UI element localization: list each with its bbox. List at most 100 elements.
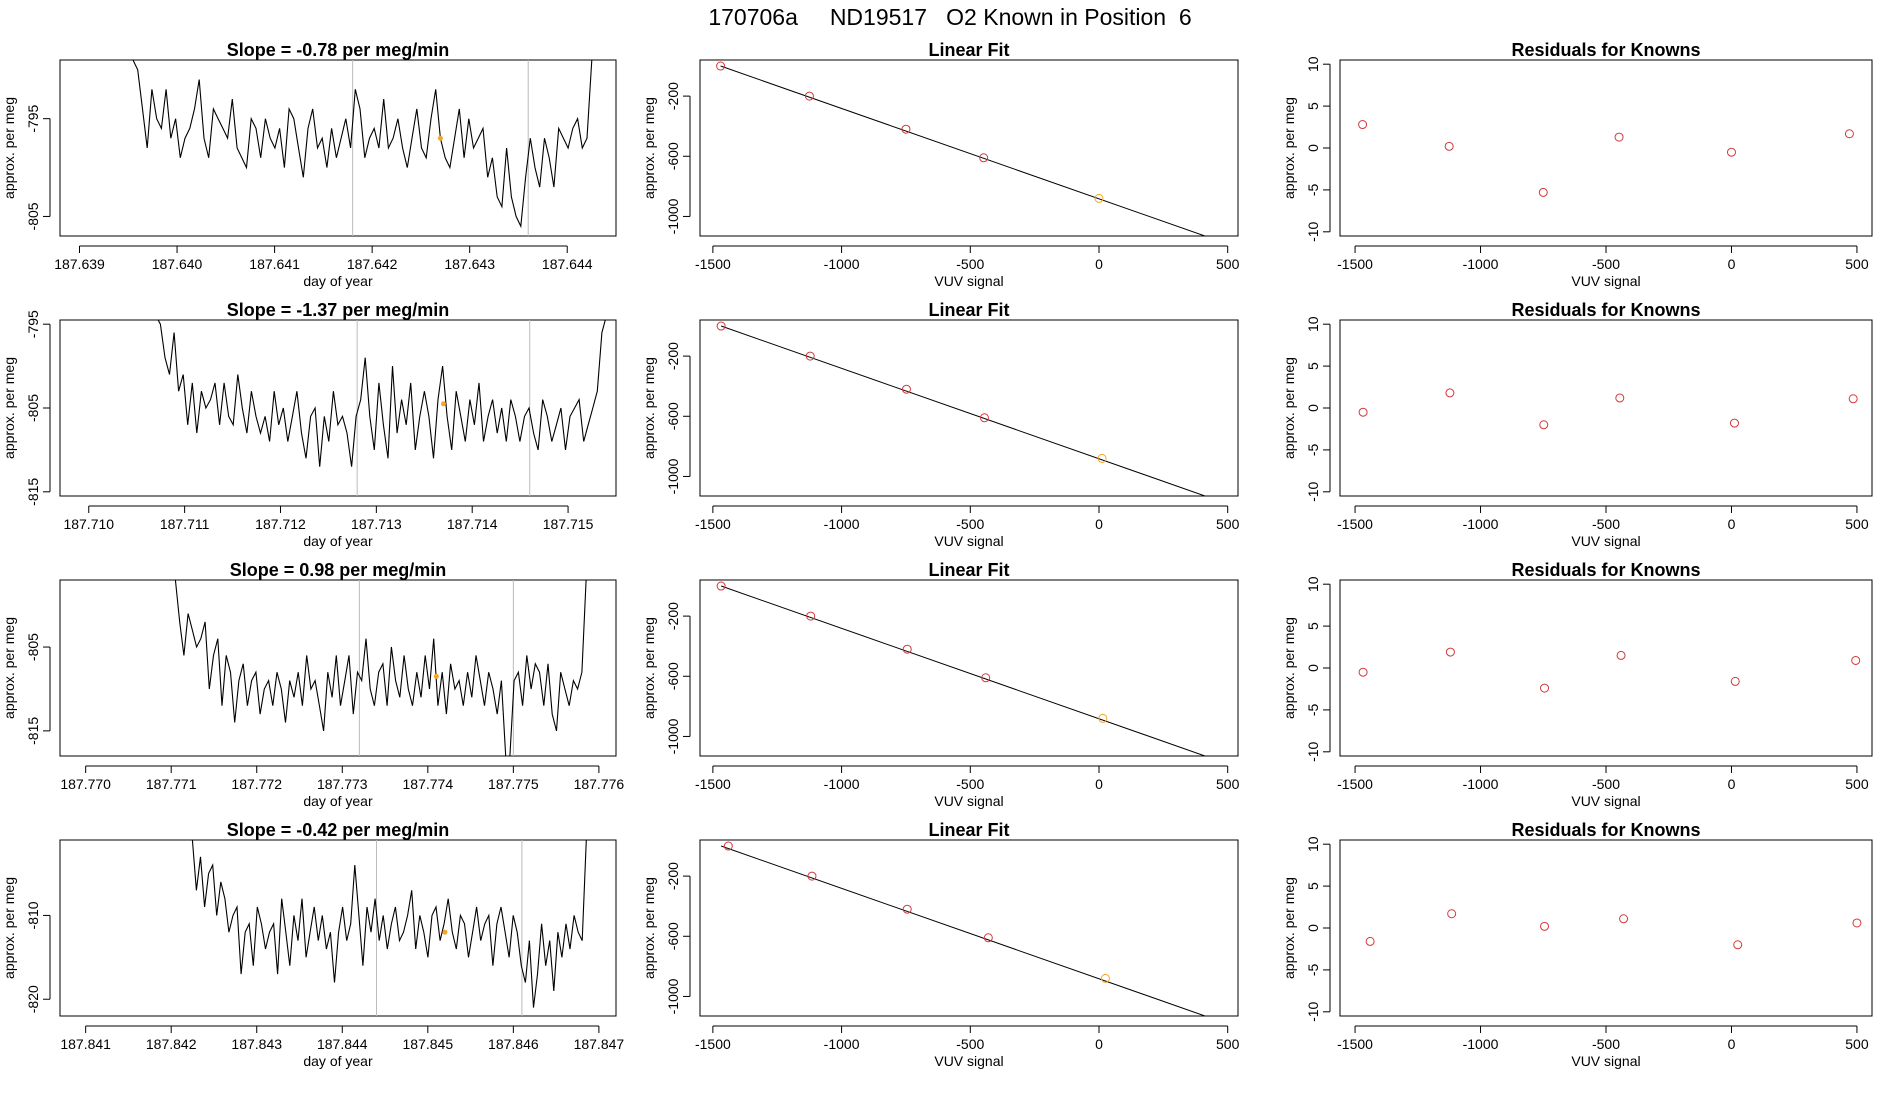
y-tick-label: -820 [25, 985, 41, 1013]
chart-panel-3: Slope = -1.37 per meg/min 187.710 187.711 1… [1, 300, 617, 549]
y-tick-label: -5 [1305, 703, 1321, 716]
y-tick-label: -10 [1305, 741, 1321, 761]
data-point [1444, 141, 1454, 151]
data-point [716, 321, 726, 331]
chart-title: Slope = -0.78 per meg/min [227, 40, 450, 60]
plot-frame [1339, 839, 1873, 1017]
data-point [1358, 407, 1368, 417]
plot-data [720, 841, 1207, 1016]
x-tick-label: 187.773 [317, 776, 368, 792]
plot-frame [59, 59, 617, 237]
x-tick-label: 187.640 [152, 256, 203, 272]
y-tick-label: -5 [1305, 963, 1321, 976]
data-point [983, 933, 993, 943]
chart-panel-7: Linear Fit -1500 -1000 -500 0 500 VUV signal -2… [641, 560, 1240, 809]
x-tick-label: 500 [1845, 516, 1869, 532]
x-axis-label: VUV signal [934, 1053, 1003, 1069]
x-tick-label: 187.774 [403, 776, 454, 792]
x-tick-label: -1000 [824, 256, 860, 272]
x-tick-label: 0 [1095, 256, 1103, 272]
x-tick-label: 0 [1095, 1036, 1103, 1052]
y-axis-label: approx. per meg [1281, 97, 1297, 199]
x-axis-label: VUV signal [1571, 1053, 1640, 1069]
y-tick-label: -1000 [665, 978, 681, 1014]
x-tick-label: 187.711 [160, 516, 210, 532]
x-tick-label: -1500 [1337, 776, 1373, 792]
highlight-marker [442, 929, 448, 935]
data-point [1726, 147, 1736, 157]
data-point [1539, 420, 1549, 430]
y-tick-label: -600 [665, 662, 681, 690]
y-tick-label: -1000 [665, 718, 681, 754]
y-tick-label: -815 [25, 478, 41, 506]
x-axis-label: VUV signal [934, 273, 1003, 289]
data-point [1616, 650, 1626, 660]
y-axis-label: approx. per meg [1, 97, 17, 199]
plot-data [128, 60, 597, 236]
chart-panel-2: Residuals for Knowns -1500 -1000 -500 0 500 VU… [1281, 40, 1873, 289]
series-line [157, 320, 606, 467]
x-tick-label: 187.847 [574, 1036, 625, 1052]
x-tick-label: -500 [1592, 516, 1620, 532]
x-tick-label: -1000 [824, 516, 860, 532]
y-tick-label: -600 [665, 142, 681, 170]
y-tick-label: 5 [1305, 362, 1321, 370]
highlight-point [1094, 193, 1104, 203]
y-tick-label: 0 [1305, 664, 1321, 672]
y-tick-label: -200 [665, 602, 681, 630]
data-point [1852, 918, 1862, 928]
highlight-marker [437, 135, 443, 141]
x-tick-label: -1500 [695, 516, 731, 532]
y-tick-label: -5 [1305, 183, 1321, 196]
data-point [723, 841, 733, 851]
data-point [1619, 914, 1629, 924]
chart-panel-5: Residuals for Knowns -1500 -1000 -500 0 500 VU… [1281, 300, 1873, 549]
plot-data [157, 320, 606, 496]
data-point [1614, 132, 1624, 142]
x-tick-label: -1500 [695, 776, 731, 792]
data-point [1851, 655, 1861, 665]
series-line [171, 580, 591, 756]
chart-panel-10: Linear Fit -1500 -1000 -500 0 500 VUV signal -2… [641, 820, 1240, 1069]
y-axis-label: approx. per meg [1281, 877, 1297, 979]
data-point [1540, 683, 1550, 693]
plot-data [716, 61, 1207, 236]
x-tick-label: -500 [1592, 1036, 1620, 1052]
y-axis-label: approx. per meg [1, 357, 17, 459]
x-tick-label: -1500 [1337, 1036, 1373, 1052]
chart-panel-11: Residuals for Knowns -1500 -1000 -500 0 500 VU… [1281, 820, 1873, 1069]
data-point [1445, 388, 1455, 398]
chart-title: Linear Fit [928, 300, 1009, 320]
plot-frame [59, 319, 617, 497]
chart-title: Residuals for Knowns [1511, 40, 1700, 60]
data-point [1729, 418, 1739, 428]
y-axis-label: approx. per meg [1, 877, 17, 979]
data-point [805, 351, 815, 361]
data-point [979, 413, 989, 423]
chart-title: Slope = -0.42 per meg/min [227, 820, 450, 840]
plot-data [188, 840, 591, 1016]
y-tick-label: -805 [25, 633, 41, 661]
series-line [188, 840, 591, 1008]
y-tick-label: -200 [665, 862, 681, 890]
highlight-point [1098, 713, 1108, 723]
x-tick-label: -500 [956, 256, 984, 272]
data-point [716, 581, 726, 591]
y-tick-label: -1000 [665, 198, 681, 234]
x-tick-label: 0 [1095, 516, 1103, 532]
highlight-marker [433, 673, 439, 679]
y-axis-label: approx. per meg [641, 357, 657, 459]
x-tick-label: 187.712 [255, 516, 306, 532]
highlight-point [1100, 973, 1110, 983]
x-axis-label: VUV signal [934, 533, 1003, 549]
x-tick-label: 0 [1728, 256, 1736, 272]
x-tick-label: 187.639 [54, 256, 105, 272]
chart-panel-9: Slope = -0.42 per meg/min 187.841 187.842 1… [1, 820, 624, 1069]
chart-title: Linear Fit [928, 820, 1009, 840]
data-point [901, 384, 911, 394]
x-axis-label: VUV signal [1571, 793, 1640, 809]
plot-data [1358, 647, 1861, 693]
x-tick-label: 187.643 [444, 256, 495, 272]
fit-line [720, 845, 1207, 1016]
x-tick-label: 187.644 [542, 256, 593, 272]
